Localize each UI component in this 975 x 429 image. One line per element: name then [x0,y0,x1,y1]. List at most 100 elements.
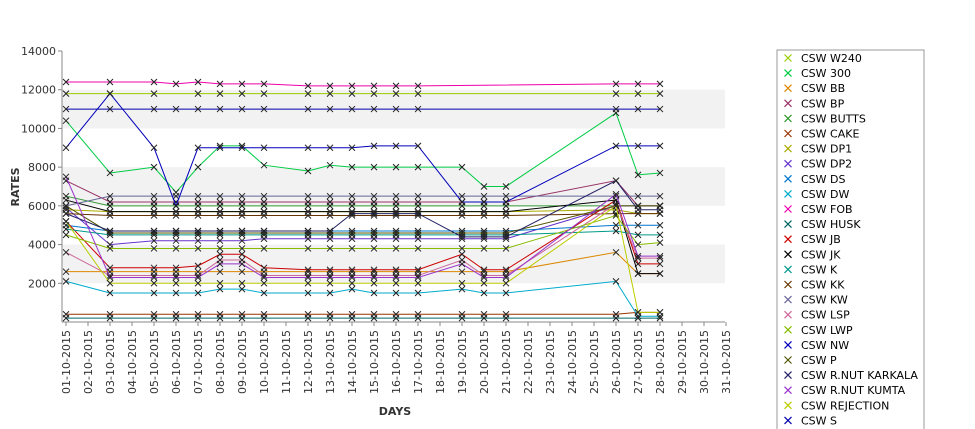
data-point [480,233,488,241]
data-point [656,260,664,268]
data-point [502,266,510,274]
x-tick-label: 01-10-2015 [60,330,73,394]
data-point [326,289,334,297]
data-point [326,144,334,152]
data-point [392,314,400,322]
data-point [458,250,466,258]
data-point [194,279,202,287]
data-point [304,289,312,297]
series-11 [62,314,664,322]
data-point [216,80,224,88]
data-point [260,105,268,113]
data-point [634,241,642,248]
data-point [150,289,158,297]
data-point [326,212,334,219]
data-point [370,229,378,237]
data-point [612,227,620,235]
series-line [66,311,660,315]
data-point [194,212,202,219]
data-point [260,264,268,272]
data-point [480,289,488,297]
x-tick-label: 27-10-2015 [632,330,645,394]
x-tick-label: 10-10-2015 [258,330,271,394]
series-line [65,92,660,208]
y-tick-label: 2000 [28,277,56,290]
data-point [238,237,246,245]
legend-marker [784,356,792,364]
data-point [480,266,488,274]
data-point [194,90,202,97]
data-point [62,210,70,217]
series-21 [62,177,664,241]
x-tick-label: 04-10-2015 [126,330,139,394]
data-point [106,78,114,86]
data-point [172,274,180,281]
data-point [216,268,224,276]
data-point [392,142,400,150]
x-tick-label: 09-10-2015 [236,330,249,394]
data-point [370,142,378,150]
data-point [656,231,664,239]
data-point [62,268,70,276]
data-point [414,192,422,200]
data-point [458,198,466,206]
x-tick-label: 12-10-2015 [302,330,315,394]
data-point [194,262,202,270]
x-tick-label: 17-10-2015 [412,330,425,394]
legend-marker [784,174,792,183]
data-point [370,266,378,274]
data-point [238,285,246,293]
data-point [150,264,158,272]
data-point [392,279,400,287]
data-point [238,268,246,276]
x-tick-label: 20-10-2015 [478,330,491,394]
data-point [348,202,356,210]
data-point [392,82,400,90]
data-point [370,314,378,322]
data-point [634,221,642,229]
data-point [392,105,400,113]
data-point [150,227,158,235]
data-point [304,212,312,219]
x-tick-label: 14-10-2015 [346,330,359,394]
data-point [656,314,664,322]
series-line [65,205,660,246]
legend-label: CSW BB [801,82,845,95]
legend-label: CSW K [801,263,838,276]
x-tick-label: 25-10-2015 [588,330,601,394]
data-point [150,237,158,245]
data-point [348,82,356,90]
legend-marker [784,401,792,410]
x-axis-title: DAYS [379,405,412,418]
data-point [414,314,422,322]
data-point [62,314,70,322]
series-line [65,213,660,217]
data-point [260,227,268,235]
data-point [370,279,378,287]
data-point [326,245,334,252]
x-tick-label: 18-10-2015 [434,330,447,394]
data-point [238,105,246,113]
data-point [656,142,664,150]
legend-marker [784,114,792,123]
data-point [238,192,246,200]
data-point [260,274,268,281]
data-point [216,227,224,235]
data-point [150,202,158,210]
series-line [66,251,660,275]
data-point [106,289,114,297]
data-point [194,202,202,210]
legend-marker [784,371,792,380]
data-point [612,177,620,185]
legend-marker [784,159,792,168]
y-tick-label: 4000 [28,239,56,252]
data-point [656,206,664,214]
data-point [480,198,488,206]
data-point [414,105,422,113]
legend-label: CSW DW [801,188,850,201]
data-point [216,245,224,252]
data-point [62,78,70,86]
data-point [194,163,202,171]
data-point [414,245,422,252]
x-tick-label: 02-10-2015 [82,330,95,394]
